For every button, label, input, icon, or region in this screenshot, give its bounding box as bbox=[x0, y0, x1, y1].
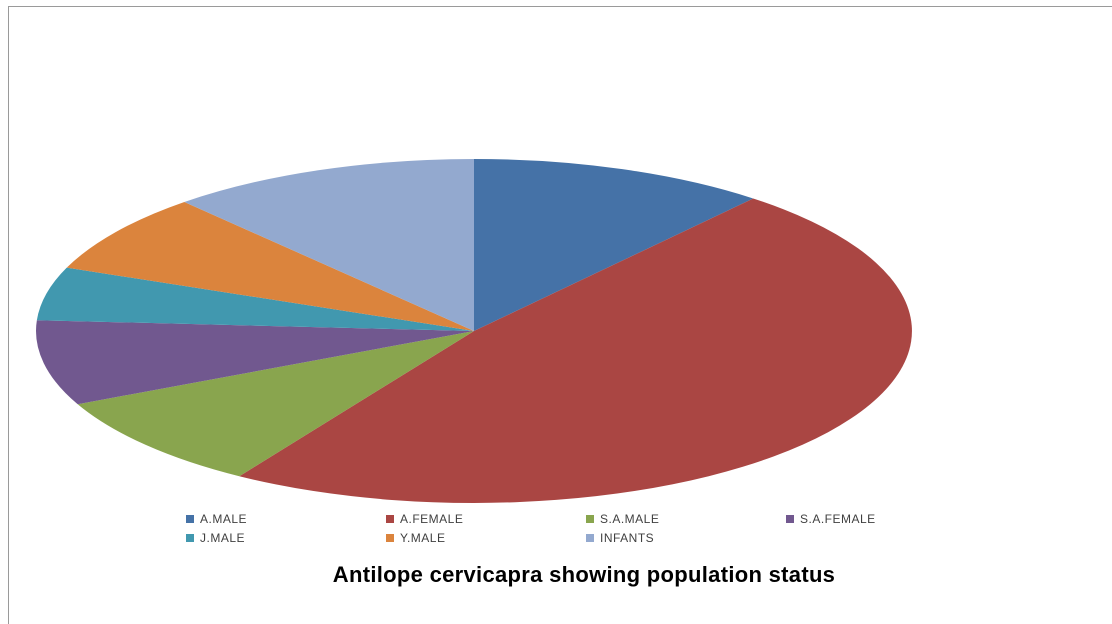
pie-slice-infants bbox=[184, 159, 474, 331]
legend-label: A.FEMALE bbox=[400, 512, 464, 526]
legend-item: J.MALE bbox=[186, 531, 386, 545]
legend-item: Y.MALE bbox=[386, 531, 586, 545]
pie-slice-j-male bbox=[36, 267, 475, 331]
pie-slice-s-a-female bbox=[35, 320, 474, 405]
legend-item: S.A.MALE bbox=[586, 512, 786, 526]
legend-label: Y.MALE bbox=[400, 531, 446, 545]
legend-swatch bbox=[186, 515, 194, 523]
pie-slice-y-male bbox=[66, 201, 474, 331]
legend-item: A.MALE bbox=[186, 512, 386, 526]
legend-swatch bbox=[586, 534, 594, 542]
legend-label: S.A.MALE bbox=[600, 512, 660, 526]
legend-label: J.MALE bbox=[200, 531, 246, 545]
legend-label: INFANTS bbox=[600, 531, 655, 545]
pie-slice-a-male bbox=[474, 159, 754, 331]
legend-swatch bbox=[386, 515, 394, 523]
legend-label: A.MALE bbox=[200, 512, 248, 526]
pie-slice-s-a-male bbox=[77, 331, 474, 477]
legend-item: A.FEMALE bbox=[386, 512, 586, 526]
chart-title: Antilope cervicapra showing population s… bbox=[332, 562, 836, 587]
legend-swatch bbox=[786, 515, 794, 523]
legend-swatch bbox=[586, 515, 594, 523]
legend-item: S.A.FEMALE bbox=[786, 512, 986, 526]
chart-legend: A.MALE A.FEMALE S.A.MALE S.A.FEMALE J.MALE Y.… bbox=[186, 512, 986, 545]
legend-label: S.A.FEMALE bbox=[800, 512, 876, 526]
pie-slice-a-female bbox=[239, 198, 912, 503]
legend-swatch bbox=[386, 534, 394, 542]
legend-swatch bbox=[186, 534, 194, 542]
legend-item: INFANTS bbox=[586, 531, 786, 545]
chart-frame bbox=[8, 6, 1112, 624]
